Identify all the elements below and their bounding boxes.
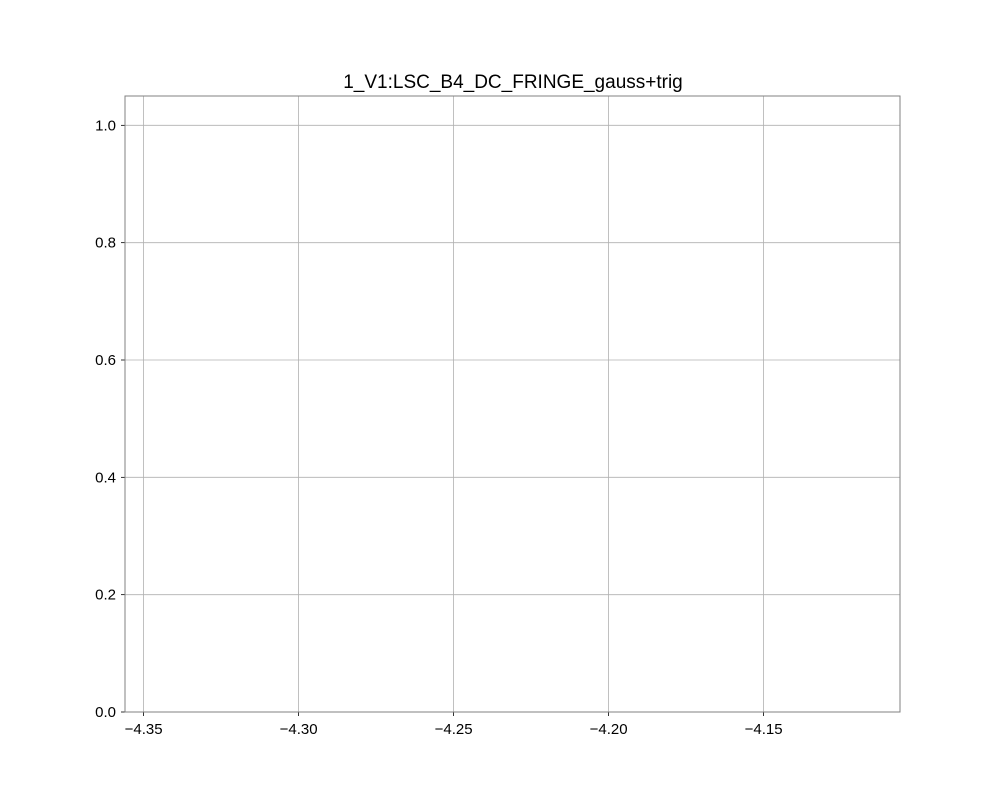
x-tick-label: −4.35 — [125, 721, 163, 738]
y-tick-label: 0.8 — [95, 235, 116, 252]
y-tick-label: 0.6 — [95, 352, 116, 369]
x-tick-label: −4.15 — [745, 721, 783, 738]
chart-title: 1_V1:LSC_B4_DC_FRINGE_gauss+trig — [343, 72, 683, 93]
grid — [125, 96, 900, 713]
x-tick-label: −4.20 — [590, 721, 628, 738]
x-tick-label: −4.25 — [435, 721, 473, 738]
y-tick-label: 1.0 — [95, 117, 116, 134]
x-axis: −4.35 −4.30 −4.25 −4.20 −4.15 — [125, 712, 783, 738]
y-tick-label: 0.4 — [95, 469, 116, 486]
x-tick-label: −4.30 — [280, 721, 318, 738]
y-tick-label: 0.2 — [95, 587, 116, 604]
y-tick-label: 0.0 — [95, 704, 116, 721]
y-axis: 0.0 0.2 0.4 0.6 0.8 1.0 — [95, 117, 125, 721]
plot-area-frame — [124, 95, 901, 713]
